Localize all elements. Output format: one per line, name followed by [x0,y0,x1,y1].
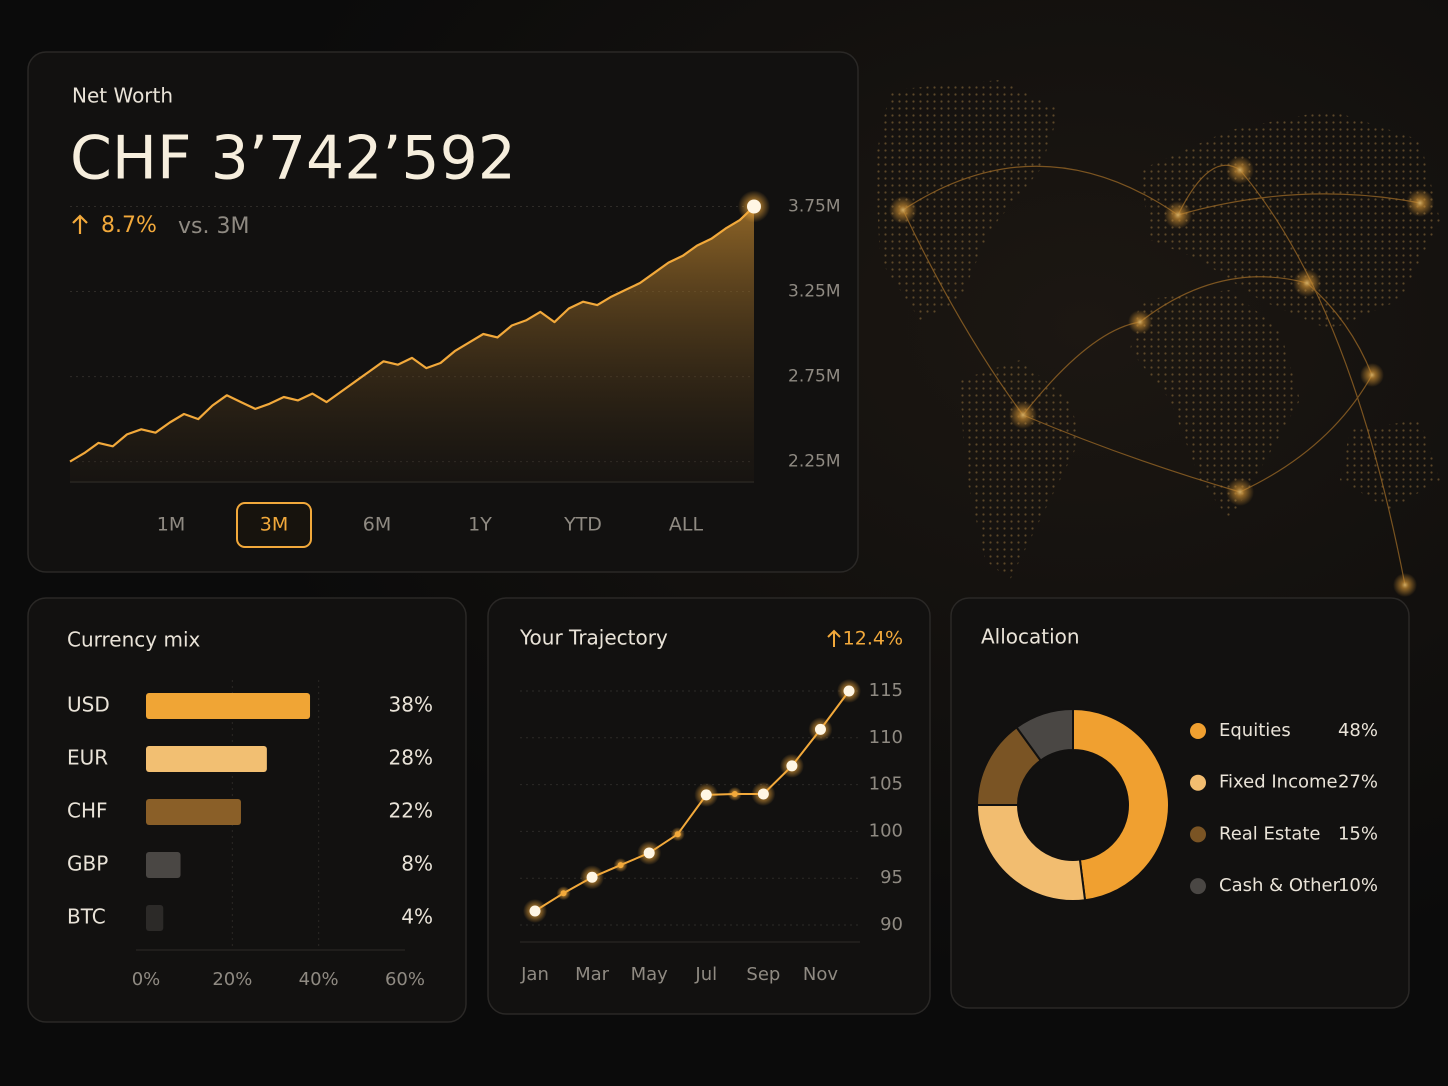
y-tick-label: 95 [880,867,903,888]
up-arrow [72,214,88,234]
range-button[interactable]: 6M [363,514,391,536]
y-tick-label: 105 [869,774,903,795]
legend-label: Fixed Income [1219,772,1338,793]
value-label: 8% [401,852,433,876]
value-label: 48% [1338,720,1378,741]
value-label: 4% [401,905,433,929]
panel-title: Allocation [981,625,1080,649]
point [843,685,855,697]
change-value: 12.4% [843,628,903,650]
x-tick-label: 20% [212,969,252,990]
panel-title: Net Worth [72,84,173,108]
range-button[interactable]: ALL [669,514,704,536]
x-tick-label: 0% [132,969,161,990]
change-value: 8.7% [101,213,157,238]
category-label: USD [67,693,110,717]
y-tick-label: 2.75M [788,367,841,387]
x-tick-label: 40% [299,969,339,990]
point [814,723,826,735]
bar [146,693,311,719]
value-label: 38% [389,693,433,717]
x-tick-label: May [631,964,669,985]
point [529,905,541,917]
range-button[interactable]: 1Y [468,514,492,536]
panel-title: Your Trajectory [519,626,668,650]
panel-title: Currency mix [67,628,201,652]
y-tick-label: 2.25M [788,452,841,472]
x-tick-label: Nov [803,964,838,985]
category-label: BTC [67,905,106,929]
y-tick-label: 3.75M [788,197,841,217]
allocation-panel [950,597,1410,1009]
point [700,789,712,801]
y-tick-label: 90 [880,914,903,935]
legend-label: Cash & Other [1219,875,1341,896]
value-label: 28% [389,746,433,770]
point [757,788,769,800]
bar [146,746,267,772]
range-button-selected[interactable] [236,502,312,548]
value-label: 27% [1338,772,1378,793]
range-button[interactable]: 3M [260,514,288,536]
range-button[interactable]: YTD [563,514,602,536]
x-tick-label: 60% [385,969,425,990]
point [617,862,624,869]
point [674,831,681,838]
donut-slice [1072,707,1170,902]
end-point [747,199,761,214]
point [643,847,655,859]
y-tick-label: 3.25M [788,282,841,302]
change-label: vs. 3M [178,214,249,239]
x-tick-label: Mar [575,964,610,985]
category-label: GBP [67,852,108,876]
bar [146,799,241,825]
legend-swatch [1190,774,1206,791]
value-label: 15% [1338,823,1378,844]
point [560,890,567,897]
category-label: CHF [67,799,108,823]
point [586,871,598,883]
headline-value: CHF 3’742’592 [70,124,516,194]
donut-slice [1015,707,1074,762]
value-label: 10% [1338,875,1378,896]
x-tick-label: Jan [520,964,549,985]
y-tick-label: 100 [869,820,903,841]
bar [146,852,181,878]
range-button[interactable]: 1M [157,514,185,536]
y-tick-label: 110 [869,727,903,748]
x-tick-label: Jul [694,964,717,985]
up-arrow [827,629,841,647]
legend-label: Equities [1219,720,1291,741]
legend-swatch [1190,826,1206,843]
world-map [875,80,1440,597]
point [731,790,738,797]
area [70,206,754,482]
bar [146,905,164,931]
category-label: EUR [67,746,108,770]
x-tick-label: Sep [746,964,780,985]
legend-label: Real Estate [1219,823,1321,844]
line [69,205,755,463]
y-tick-label: 115 [869,680,903,701]
legend-swatch [1190,723,1206,739]
point [786,760,798,772]
value-label: 22% [389,799,433,823]
currency-panel [27,597,467,1023]
legend-swatch [1190,878,1206,895]
